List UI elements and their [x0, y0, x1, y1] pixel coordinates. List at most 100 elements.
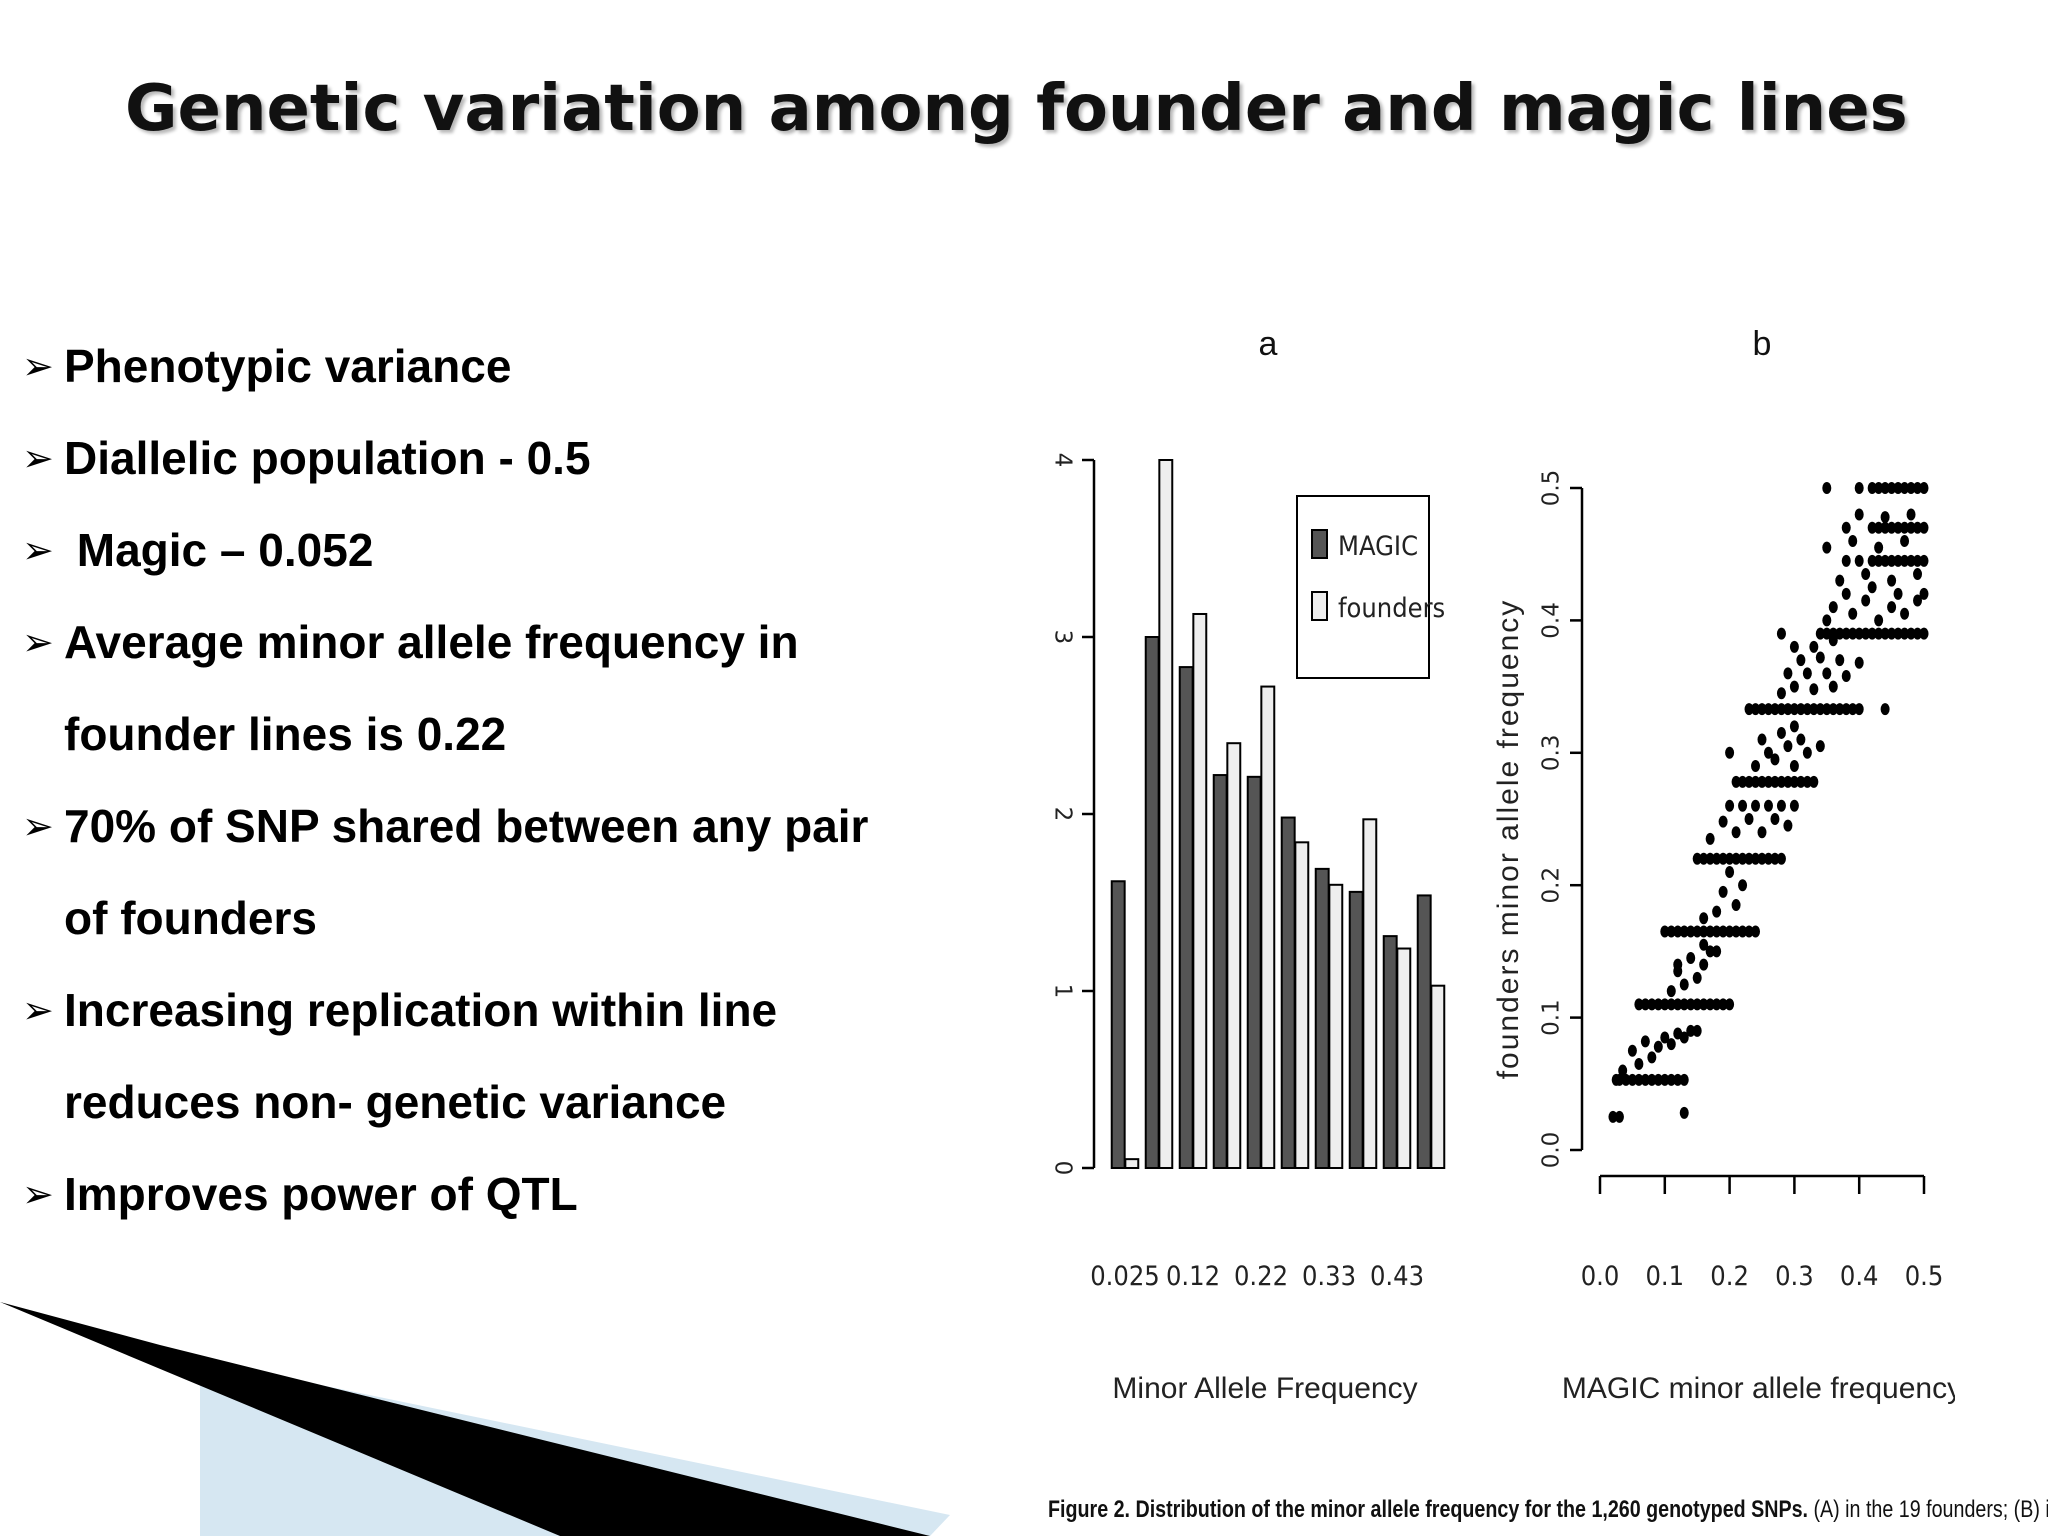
scatter-point — [1751, 703, 1761, 716]
scatter-point — [1744, 775, 1754, 788]
scatter-point — [1887, 554, 1897, 567]
scatter-point — [1776, 726, 1786, 739]
scatter-point — [1913, 627, 1923, 640]
scatter-point — [1725, 998, 1735, 1011]
scatter-point — [1822, 703, 1832, 716]
scatter-point — [1712, 925, 1722, 938]
figure-caption: Figure 2. Distribution of the minor alle… — [1048, 1496, 2048, 1524]
scatter-point — [1835, 574, 1845, 587]
scatter-point — [1673, 1073, 1683, 1086]
scatter-point — [1763, 775, 1773, 788]
scatter-point — [1789, 775, 1799, 788]
scatter-point — [1751, 775, 1761, 788]
scatter-point — [1828, 627, 1838, 640]
scatter-point — [1789, 760, 1799, 773]
scatter-point — [1763, 703, 1773, 716]
bullet-text: Average minor allele frequency in — [64, 616, 799, 668]
scatter-point — [1874, 554, 1884, 567]
bullet-arrow-icon: ➢ — [22, 436, 54, 480]
scatter-point — [1919, 521, 1929, 534]
x-tick-label: 0.22 — [1234, 1261, 1288, 1292]
panel-label-a: a — [1259, 325, 1278, 363]
scatter-point — [1835, 703, 1845, 716]
slide-title: Genetic variation among founder and magi… — [125, 72, 1908, 146]
scatter-point — [1770, 852, 1780, 865]
scatter-point — [1848, 627, 1858, 640]
bullet-text: of founders — [64, 892, 317, 944]
scatter-point — [1705, 852, 1715, 865]
scatter-point — [1874, 627, 1884, 640]
bullet-item: ➢ Average minor allele frequency in founde… — [22, 596, 1012, 780]
scatter-point — [1751, 925, 1761, 938]
scatter-point — [1893, 482, 1903, 494]
scatter-point — [1867, 554, 1877, 567]
scatter-point — [1796, 775, 1806, 788]
scatter-point — [1634, 998, 1644, 1011]
bar-magic — [1382, 935, 1398, 1169]
bar-founders — [1158, 459, 1174, 1169]
scatter-point — [1783, 775, 1793, 788]
bullet-text: Phenotypic variance — [64, 340, 512, 392]
scatter-point — [1718, 998, 1728, 1011]
legend-swatch-magic — [1311, 529, 1328, 559]
scatter-point — [1666, 1038, 1676, 1051]
x-tick-label: 0.2 — [1710, 1261, 1749, 1292]
chart-a: a 0 1 2 3 4 0.025 0.12 0.22 0.33 0.43 Minor Allele … — [1050, 325, 1446, 1405]
scatter-point — [1699, 925, 1709, 938]
scatter-point — [1854, 703, 1864, 716]
scatter-point — [1705, 925, 1715, 938]
bar-magic — [1314, 867, 1330, 1169]
corner-decoration — [0, 1302, 950, 1536]
x-tick-label: 0.4 — [1840, 1261, 1879, 1292]
scatter-point — [1627, 1073, 1637, 1086]
x-axis-title: MAGIC minor allele frequency — [1562, 1372, 1955, 1405]
scatter-point — [1751, 760, 1761, 773]
scatter-point — [1809, 775, 1819, 788]
scatter-point — [1712, 998, 1722, 1011]
scatter-point — [1913, 482, 1923, 494]
scatter-point — [1692, 971, 1702, 984]
scatter-point — [1822, 541, 1832, 554]
scatter-point — [1660, 925, 1670, 938]
scatter-point — [1919, 482, 1929, 494]
y-tick-label: 3 — [1050, 630, 1076, 645]
scatter-point — [1744, 813, 1754, 825]
scatter-point — [1621, 1073, 1631, 1086]
scatter-point — [1660, 1073, 1670, 1086]
scatter-point — [1783, 819, 1793, 832]
scatter-point — [1763, 746, 1773, 759]
scatter-point — [1673, 958, 1683, 971]
bar-magic — [1178, 666, 1194, 1169]
bullet-arrow-icon: ➢ — [22, 344, 54, 388]
scatter-point — [1673, 998, 1683, 1011]
scatter-point — [1841, 670, 1851, 683]
bullet-text: founder lines is 0.22 — [64, 708, 507, 760]
scatter-point — [1900, 521, 1910, 534]
scatter-point — [1738, 925, 1748, 938]
bullet-text: Magic – 0.052 — [64, 524, 374, 576]
scatter-point — [1906, 627, 1916, 640]
x-tick-label: 0.025 — [1090, 1261, 1160, 1292]
scatter-point — [1854, 627, 1864, 640]
scatter-point — [1783, 740, 1793, 753]
x-tick-label: 0.12 — [1166, 1261, 1220, 1292]
figure-caption-rest: (A) in the 19 founders; (B) in 527 MLs. — [1813, 1496, 2048, 1523]
x-axis-title: Minor Allele Frequency — [1112, 1372, 1417, 1405]
scatter-point — [1796, 703, 1806, 716]
scatter-point — [1712, 905, 1722, 918]
scatter-point — [1757, 703, 1767, 716]
scatter-point — [1887, 574, 1897, 587]
scatter-point — [1900, 554, 1910, 567]
bar-magic — [1348, 890, 1364, 1169]
bullet-text: reduces non- genetic variance — [64, 1076, 727, 1128]
chart-b: b 0.0 0.1 0.2 0.3 0.4 0.5 founders minor allele… — [1492, 325, 1955, 1405]
y-axis-title: founders minor allele frequency — [1492, 599, 1525, 1080]
scatter-point — [1640, 1073, 1650, 1086]
scatter-point — [1835, 627, 1845, 640]
bar-founders — [1124, 1158, 1140, 1170]
bar-magic — [1144, 636, 1160, 1169]
scatter-point — [1815, 703, 1825, 716]
scatter-point — [1809, 640, 1819, 653]
scatter-point — [1776, 687, 1786, 700]
scatter-point — [1731, 925, 1741, 938]
